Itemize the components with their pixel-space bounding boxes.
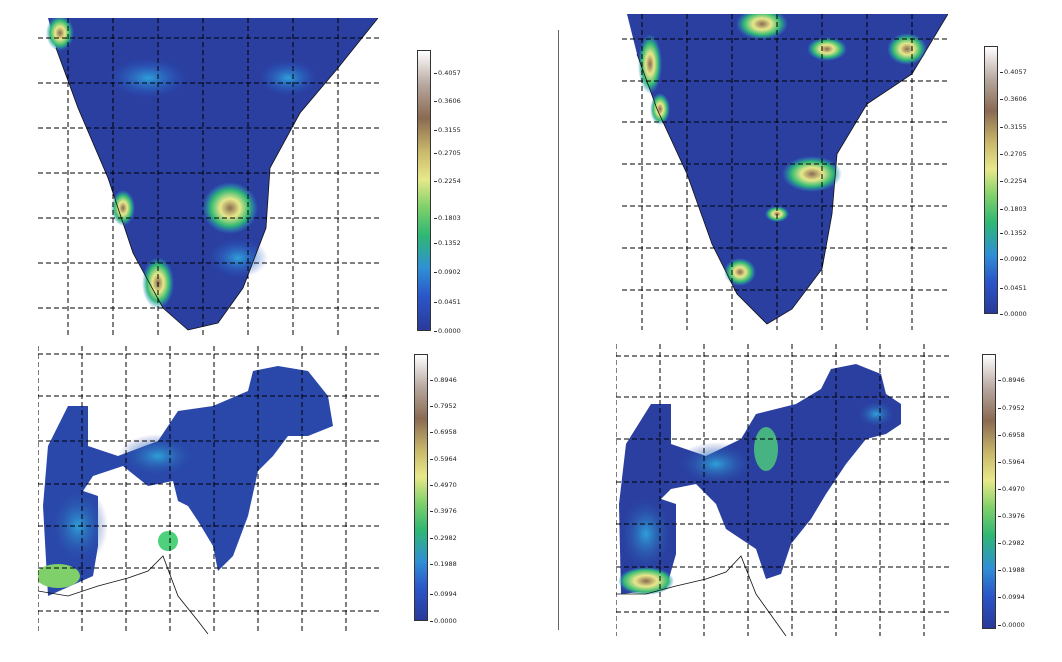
colorbar-tick: 0.1803 xyxy=(1000,205,1027,213)
colorbar-tick: 0.5964 xyxy=(430,455,457,463)
hotspot xyxy=(202,182,258,234)
coastline xyxy=(38,555,209,634)
hotspot xyxy=(724,258,756,286)
colorbar-tick: 0.3606 xyxy=(434,97,461,105)
colorbar-tick: 0.0994 xyxy=(430,590,457,598)
colorbar-tick: 0.0902 xyxy=(434,268,461,276)
colorbar-tick: 0.1988 xyxy=(430,560,457,568)
panel-divider xyxy=(558,30,559,630)
colorbar-tick: 0.0000 xyxy=(434,327,461,335)
cool-area xyxy=(856,400,896,428)
colorbar-tick: 0.0000 xyxy=(1000,310,1027,318)
colorbar-tick: 0.8946 xyxy=(430,376,457,384)
cool-area xyxy=(108,58,188,98)
hotspot xyxy=(782,156,842,192)
colorbar-tick: 0.5964 xyxy=(998,458,1025,466)
colorbar-tick: 0.7952 xyxy=(998,404,1025,412)
hotspot xyxy=(887,33,927,65)
colorbar-tick: 0.2982 xyxy=(430,534,457,542)
map-grid xyxy=(38,346,382,634)
hotspot xyxy=(650,93,670,125)
colorbar-tick: 0.3976 xyxy=(430,507,457,515)
colorbar-tick: 0.6958 xyxy=(430,428,457,436)
hotspot xyxy=(736,14,788,40)
colorbar-tick: 0.0451 xyxy=(1000,284,1027,292)
cool-area xyxy=(618,494,674,574)
colorbar-tick: 0.7952 xyxy=(430,402,457,410)
hotspot xyxy=(111,190,135,226)
colorbar-tick: 0.0451 xyxy=(434,298,461,306)
cool-area xyxy=(676,442,756,486)
map-top-left-svg xyxy=(38,18,382,336)
map-top-left xyxy=(38,18,382,336)
hotspot xyxy=(638,34,662,94)
colorbar-tick: 0.1352 xyxy=(434,239,461,247)
map-grid xyxy=(616,344,950,636)
colorbar-tick: 0.2705 xyxy=(1000,150,1027,158)
colorbar-tick: 0.0000 xyxy=(430,617,457,625)
colorbar-tick: 0.3606 xyxy=(1000,95,1027,103)
colorbar-bottom-left xyxy=(414,354,428,621)
hotspot xyxy=(38,564,80,588)
colorbar-tick: 0.0994 xyxy=(998,593,1025,601)
map-bottom-right xyxy=(616,344,950,636)
colorbar-tick: 0.1803 xyxy=(434,214,461,222)
colorbar-tick: 0.0902 xyxy=(1000,255,1027,263)
map-bottom-right-svg xyxy=(616,344,950,636)
colorbar-tick: 0.8946 xyxy=(998,376,1025,384)
hotspot xyxy=(158,531,178,551)
map-grid xyxy=(622,14,948,330)
colorbar-top-right xyxy=(984,46,998,314)
colorbar-tick: 0.1352 xyxy=(1000,229,1027,237)
colorbar-tick: 0.2254 xyxy=(1000,177,1027,185)
colorbar-tick: 0.4057 xyxy=(434,69,461,77)
colorbar-tick: 0.3155 xyxy=(1000,123,1027,131)
region-shape xyxy=(619,364,901,594)
colorbar-tick: 0.6958 xyxy=(998,431,1025,439)
hotspot xyxy=(46,18,74,51)
colorbar-tick: 0.4970 xyxy=(998,485,1025,493)
coastline xyxy=(616,555,787,636)
colorbar-tick: 0.1988 xyxy=(998,566,1025,574)
colorbar-tick: 0.3155 xyxy=(434,126,461,134)
cool-area xyxy=(208,238,268,278)
hotspot xyxy=(618,567,674,595)
colorbar-tick: 0.2705 xyxy=(434,149,461,157)
map-bottom-left xyxy=(38,346,382,634)
map-grid xyxy=(38,18,382,336)
map-top-right xyxy=(622,14,948,330)
colorbar-tick: 0.4970 xyxy=(430,481,457,489)
map-top-right-svg xyxy=(622,14,948,330)
map-bottom-left-svg xyxy=(38,346,382,634)
cool-area xyxy=(258,60,318,96)
cool-area xyxy=(118,434,198,478)
coastline xyxy=(55,18,379,331)
hotspot xyxy=(807,37,847,61)
hotspot xyxy=(754,427,778,471)
region-shape xyxy=(43,366,333,596)
colorbar-tick: 0.2254 xyxy=(434,177,461,185)
colorbar-tick: 0.0000 xyxy=(998,621,1025,629)
colorbar-bottom-right xyxy=(982,354,996,629)
colorbar-tick: 0.3976 xyxy=(998,512,1025,520)
colorbar-tick: 0.4057 xyxy=(1000,68,1027,76)
colorbar-tick: 0.2982 xyxy=(998,539,1025,547)
colorbar-top-left xyxy=(417,50,431,331)
peninsula-shape xyxy=(48,18,378,330)
